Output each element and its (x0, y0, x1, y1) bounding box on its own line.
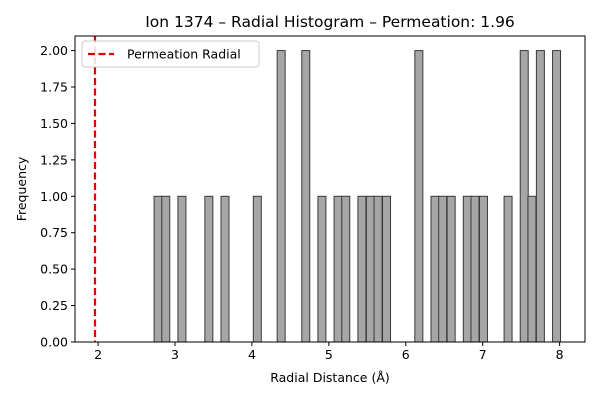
histogram-bar (204, 195, 214, 343)
legend-box (81, 40, 260, 68)
y-tick-label: 0.00 (40, 335, 68, 350)
y-tick-label: 1.25 (40, 152, 68, 167)
histogram-bar (519, 50, 529, 343)
x-tick-label: 3 (171, 347, 179, 362)
plot-frame (74, 35, 586, 343)
histogram-bar (276, 50, 286, 343)
x-axis-label: Radial Distance (Å) (270, 370, 390, 385)
histogram-bar (153, 195, 163, 343)
histogram-bar (535, 50, 545, 343)
bars-layer (153, 50, 562, 343)
histogram-bar (414, 50, 424, 343)
histogram-bar (301, 50, 311, 343)
histogram-bar (438, 195, 448, 343)
y-tick-label: 1.00 (40, 189, 68, 204)
x-tick-label: 6 (402, 347, 410, 362)
histogram-bar (357, 195, 367, 343)
legend: Permeation Radial (81, 40, 260, 68)
histogram-bar (430, 195, 440, 343)
histogram-bar (478, 195, 488, 343)
histogram-bar (341, 195, 351, 343)
histogram-bar (503, 195, 513, 343)
histogram-bar (333, 195, 343, 343)
histogram-bar (382, 195, 392, 343)
x-tick-label: 7 (479, 347, 487, 362)
y-tick-label: 2.00 (40, 43, 68, 58)
histogram-bar (220, 195, 230, 343)
x-tick-label: 2 (94, 347, 102, 362)
histogram-bar (527, 195, 537, 343)
chart-title: Ion 1374 – Radial Histogram – Permeation… (145, 13, 515, 31)
y-axis-label: Frequency (14, 156, 29, 221)
x-tick-label: 4 (248, 347, 256, 362)
histogram-bar (462, 195, 472, 343)
legend-label: Permeation Radial (127, 47, 241, 62)
x-tick-label: 5 (325, 347, 333, 362)
histogram-bar (177, 195, 187, 343)
histogram-bar (161, 195, 171, 343)
x-axis-ticks: 2 3 4 5 6 7 8 (94, 342, 564, 362)
histogram-bar (552, 50, 562, 343)
y-tick-label: 0.75 (40, 225, 68, 240)
histogram-bar (446, 195, 456, 343)
histogram-bar (373, 195, 383, 343)
histogram-bar (252, 195, 262, 343)
y-axis-ticks: 0.00 0.25 0.50 0.75 1.00 1.25 1.50 1.75 2.00 (40, 43, 75, 350)
y-tick-label: 1.75 (40, 80, 68, 95)
y-tick-label: 0.25 (40, 298, 68, 313)
x-tick-label: 8 (556, 347, 564, 362)
histogram-bar (470, 195, 480, 343)
y-tick-label: 0.50 (40, 262, 68, 277)
histogram-bar (317, 195, 327, 343)
histogram-bar (365, 195, 375, 343)
y-tick-label: 1.50 (40, 116, 68, 131)
